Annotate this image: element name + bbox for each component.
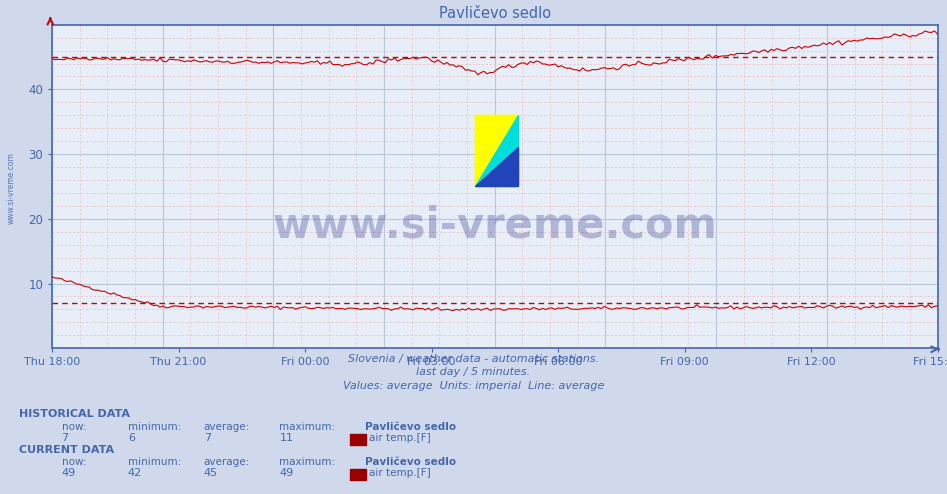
Text: 7: 7 [204, 433, 211, 443]
Text: www.si-vreme.com: www.si-vreme.com [7, 152, 16, 224]
Text: CURRENT DATA: CURRENT DATA [19, 446, 114, 455]
Text: air temp.[F]: air temp.[F] [369, 468, 431, 478]
Text: minimum:: minimum: [128, 457, 181, 467]
Polygon shape [475, 147, 518, 187]
Text: Pavličevo sedlo: Pavličevo sedlo [365, 457, 456, 467]
Text: Values: average  Units: imperial  Line: average: Values: average Units: imperial Line: av… [343, 381, 604, 391]
Text: 42: 42 [128, 468, 142, 478]
Text: air temp.[F]: air temp.[F] [369, 433, 431, 443]
Text: minimum:: minimum: [128, 422, 181, 432]
Text: HISTORICAL DATA: HISTORICAL DATA [19, 410, 130, 419]
Text: average:: average: [204, 422, 250, 432]
Text: last day / 5 minutes.: last day / 5 minutes. [417, 368, 530, 377]
Text: maximum:: maximum: [279, 422, 335, 432]
Text: maximum:: maximum: [279, 457, 335, 467]
Text: Slovenia / weather data - automatic stations.: Slovenia / weather data - automatic stat… [348, 354, 599, 364]
Text: Pavličevo sedlo: Pavličevo sedlo [365, 422, 456, 432]
Text: now:: now: [62, 422, 86, 432]
Text: 45: 45 [204, 468, 218, 478]
Text: 49: 49 [279, 468, 294, 478]
Text: now:: now: [62, 457, 86, 467]
Text: 7: 7 [62, 433, 69, 443]
Polygon shape [475, 115, 518, 187]
Text: average:: average: [204, 457, 250, 467]
Text: 49: 49 [62, 468, 76, 478]
Text: 11: 11 [279, 433, 294, 443]
Title: Pavličevo sedlo: Pavličevo sedlo [438, 6, 551, 21]
Text: www.si-vreme.com: www.si-vreme.com [273, 205, 717, 247]
Text: 6: 6 [128, 433, 134, 443]
Polygon shape [475, 115, 518, 187]
